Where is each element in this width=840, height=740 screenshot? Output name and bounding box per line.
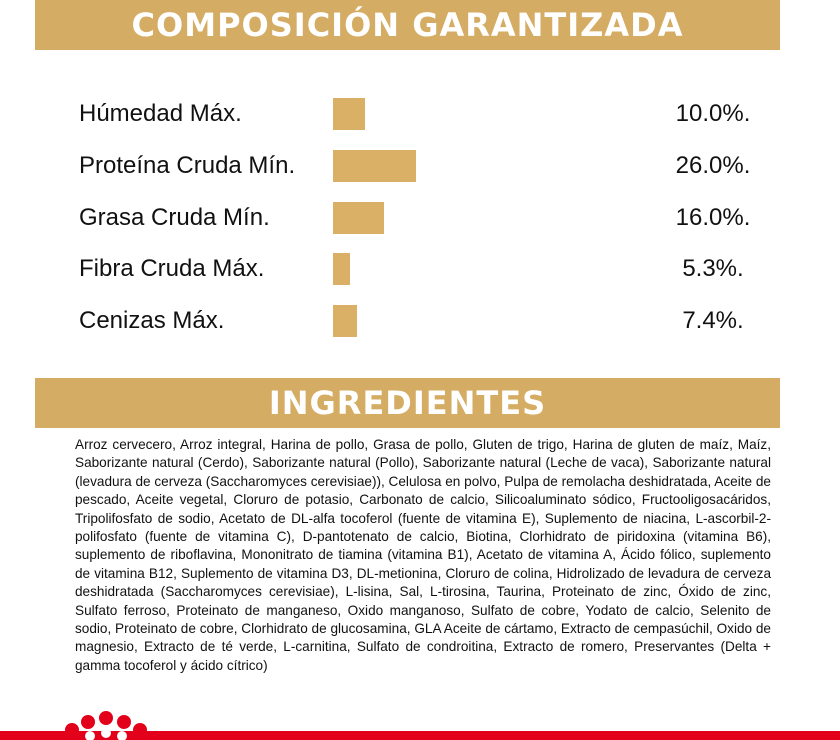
bar <box>333 305 357 338</box>
bar <box>333 253 350 286</box>
bar <box>333 98 365 130</box>
value-label: 5.3%. <box>682 255 744 283</box>
row-label: Proteína Cruda Mín. <box>79 151 296 179</box>
bar <box>333 201 384 234</box>
value-label: 7.4%. <box>682 307 744 335</box>
value-label: 10.0%. <box>675 100 751 127</box>
composition-title: COMPOSICIÓN GARANTIZADA <box>35 0 780 50</box>
row-label: Fibra Cruda Máx. <box>79 255 265 283</box>
ingredients-title: INGREDIENTES <box>35 378 780 428</box>
bar <box>333 149 416 182</box>
value-label: 26.0%. <box>675 151 751 179</box>
row-label: Húmedad Máx. <box>79 100 242 127</box>
ingredients-text: Arroz cervecero, Arroz integral, Harina … <box>75 437 771 673</box>
footer-band <box>0 731 840 740</box>
crown-logo <box>65 711 147 740</box>
row-label: Cenizas Máx. <box>79 307 225 335</box>
row-label: Grasa Cruda Mín. <box>79 203 270 231</box>
value-label: 16.0%. <box>675 203 751 231</box>
